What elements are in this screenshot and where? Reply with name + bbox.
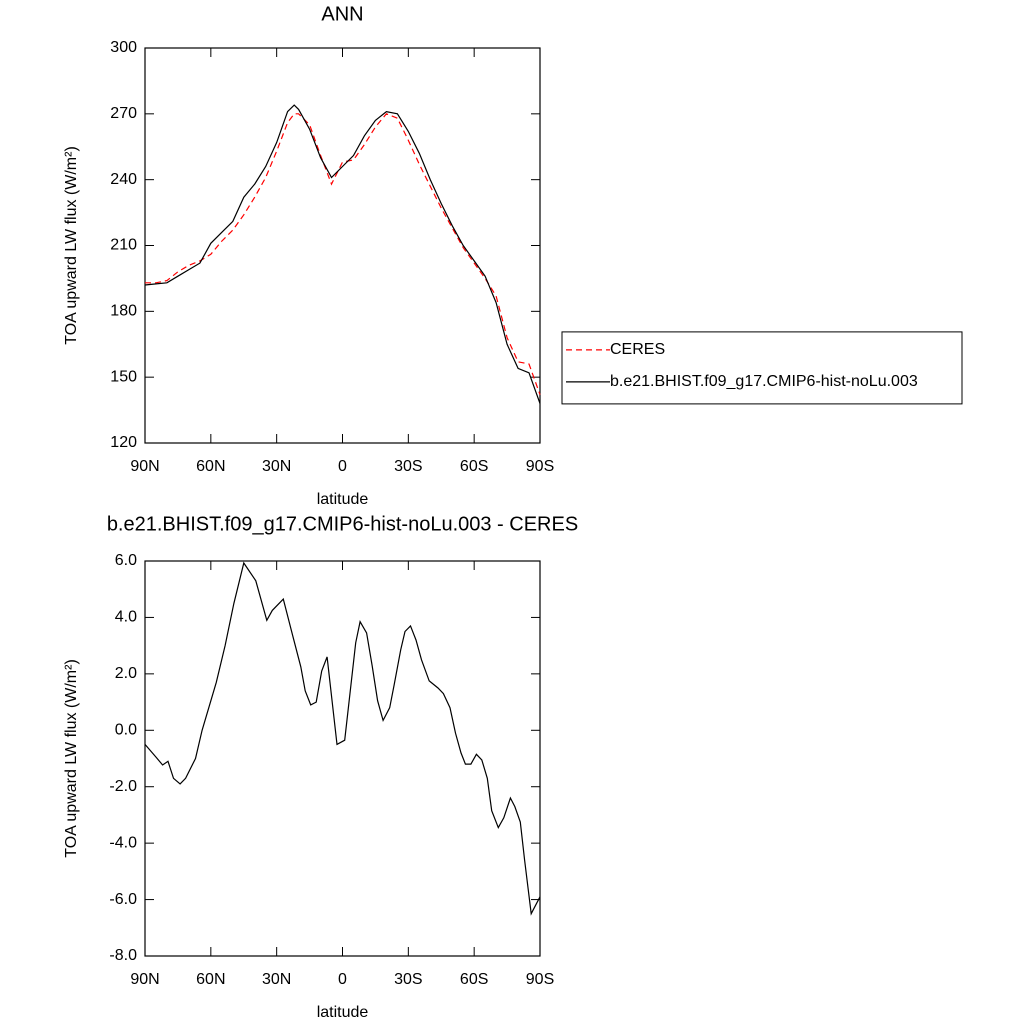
x-tick-label: 90S (526, 458, 554, 475)
y-tick-label: -4.0 (109, 834, 137, 851)
y-axis-label: TOA upward LW flux (W/m²) (63, 146, 80, 345)
x-tick-label: 0 (338, 971, 347, 988)
y-axis-label: TOA upward LW flux (W/m²) (63, 659, 80, 858)
x-tick-label: 30S (394, 971, 422, 988)
y-tick-label: 150 (110, 368, 137, 385)
y-tick-label: 120 (110, 434, 137, 451)
x-tick-label: 30N (262, 971, 291, 988)
y-tick-label: 210 (110, 237, 137, 254)
y-tick-label: 2.0 (115, 665, 137, 682)
plot-frame (144, 47, 541, 444)
x-tick-label: 0 (338, 458, 347, 475)
y-tick-label: -8.0 (109, 947, 137, 964)
y-tick-label: 4.0 (115, 609, 137, 626)
x-tick-label: 90N (130, 971, 159, 988)
x-axis-label: latitude (317, 1004, 369, 1021)
y-tick-label: 0.0 (115, 722, 137, 739)
y-tick-label: 180 (110, 303, 137, 320)
legend-label: CERES (610, 341, 665, 358)
x-tick-label: 60N (196, 971, 225, 988)
legend-box (561, 331, 963, 405)
x-tick-label: 60N (196, 458, 225, 475)
x-tick-label: 90N (130, 458, 159, 475)
chart-title: ANN (321, 3, 363, 25)
x-tick-label: 30S (394, 458, 422, 475)
x-tick-label: 30N (262, 458, 291, 475)
x-tick-label: 90S (526, 971, 554, 988)
y-tick-label: 270 (110, 105, 137, 122)
y-tick-label: 300 (110, 39, 137, 56)
x-tick-label: 60S (460, 971, 488, 988)
chart-title: b.e21.BHIST.f09_g17.CMIP6-hist-noLu.003 … (107, 513, 578, 535)
y-tick-label: 240 (110, 171, 137, 188)
y-tick-label: -6.0 (109, 891, 137, 908)
x-axis-label: latitude (317, 491, 369, 508)
x-tick-label: 60S (460, 458, 488, 475)
data-line (145, 113, 541, 395)
data-line (144, 104, 541, 404)
legend-label: b.e21.BHIST.f09_g17.CMIP6-hist-noLu.003 (610, 373, 918, 390)
data-line (144, 561, 541, 916)
y-tick-label: 6.0 (115, 552, 137, 569)
y-tick-label: -2.0 (109, 778, 137, 795)
